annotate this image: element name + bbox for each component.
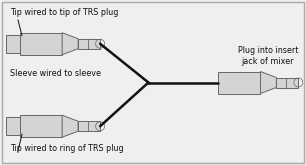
FancyBboxPatch shape [20, 33, 62, 55]
FancyBboxPatch shape [20, 115, 62, 137]
FancyBboxPatch shape [276, 78, 298, 87]
Text: Tip wired to ring of TRS plug: Tip wired to ring of TRS plug [10, 144, 124, 153]
Polygon shape [62, 33, 78, 55]
FancyBboxPatch shape [6, 35, 20, 53]
FancyBboxPatch shape [6, 117, 20, 135]
Text: Tip wired to tip of TRS plug: Tip wired to tip of TRS plug [10, 8, 118, 17]
Text: Sleeve wired to sleeve: Sleeve wired to sleeve [10, 68, 101, 78]
FancyBboxPatch shape [78, 39, 100, 49]
Polygon shape [260, 71, 276, 94]
FancyBboxPatch shape [78, 121, 100, 131]
Polygon shape [62, 115, 78, 137]
FancyBboxPatch shape [218, 71, 260, 94]
Text: Plug into insert
jack of mixer: Plug into insert jack of mixer [238, 46, 298, 66]
